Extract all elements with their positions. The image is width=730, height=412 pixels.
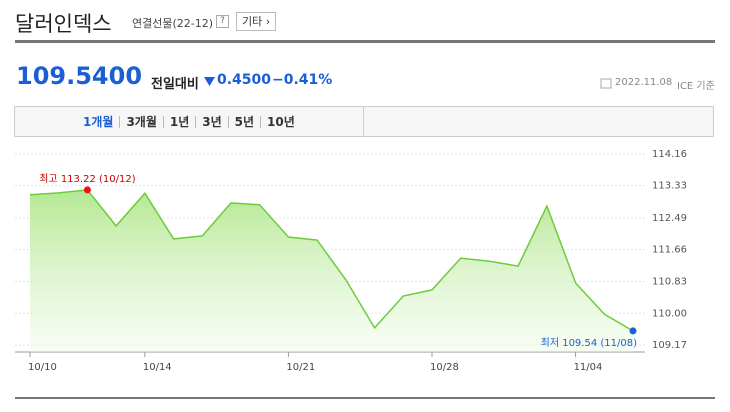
change-label: 전일대비	[151, 77, 199, 92]
x-tick-label: 10/14	[143, 362, 172, 373]
tab[interactable]: 3개월	[126, 115, 157, 129]
y-tick-label: 112.49	[652, 213, 687, 224]
tab-divider	[260, 115, 262, 128]
date-icon-box	[600, 78, 612, 89]
down-arrow	[204, 77, 215, 86]
high-marker	[83, 186, 91, 194]
percent: −0.41%	[272, 72, 333, 88]
tab-separator	[363, 107, 364, 136]
tab[interactable]: 1개월	[83, 115, 114, 129]
y-tick-label: 110.00	[652, 308, 687, 319]
low-marker	[629, 327, 637, 335]
tab-divider	[227, 115, 229, 128]
high-label: 최고 113.22 (10/12)	[39, 173, 135, 185]
down-arrow-shape	[204, 77, 215, 86]
y-tick-label: 110.83	[652, 276, 687, 287]
x-tick-label: 10/21	[286, 362, 315, 373]
date: 2022.11.08	[615, 77, 673, 88]
tab-divider	[195, 115, 197, 128]
y-tick-label: 111.66	[652, 245, 687, 256]
tab-bar: 1개월 3개월 1년 3년 5년 10년	[14, 106, 714, 137]
y-tick-label: 113.33	[652, 181, 687, 192]
x-tick-label: 10/28	[430, 362, 459, 373]
change: 0.4500	[217, 72, 272, 88]
chart: 114.16 113.33 112.49 111.66 110.83 110.00 109.…	[15, 149, 687, 373]
tab[interactable]: 3년	[202, 115, 222, 129]
price: 109.5400	[16, 62, 143, 90]
header-rule	[15, 40, 715, 43]
x-tick-label: 11/04	[574, 362, 603, 373]
line	[29, 189, 634, 332]
source: ICE 기준	[677, 81, 715, 92]
low-label: 최저 109.54 (11/08)	[541, 337, 637, 349]
y-tick-label: 109.17	[652, 340, 687, 351]
x-tick-label: 10/10	[28, 362, 57, 373]
tab[interactable]: 10년	[267, 115, 295, 129]
area	[30, 189, 633, 352]
title: 달러인덱스	[15, 12, 112, 36]
tab-divider	[119, 115, 121, 128]
date-icon	[600, 78, 612, 89]
more-button[interactable]: 기타 ›	[236, 12, 277, 31]
tab-list: 1개월 3개월 1년 3년 5년 10년	[83, 107, 295, 136]
tab[interactable]: 5년	[234, 115, 255, 129]
subtitle: 연결선물(22-12)	[132, 17, 214, 30]
tab-divider	[162, 115, 164, 128]
footer-rule	[15, 397, 715, 399]
help-button[interactable]: ?	[216, 15, 229, 28]
y-tick-label: 114.16	[652, 149, 687, 160]
tab[interactable]: 1년	[169, 115, 190, 129]
